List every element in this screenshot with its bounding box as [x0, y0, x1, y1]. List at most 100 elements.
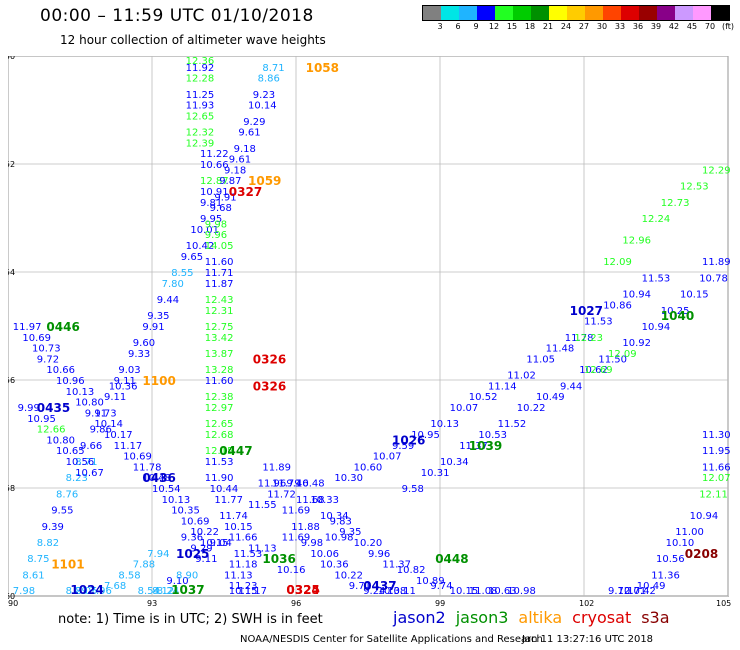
swh-value-label: 10.63 — [488, 586, 517, 597]
track-time-label: 0325 — [286, 583, 319, 597]
swh-value-label: 9.33 — [128, 349, 150, 360]
swh-value-label: 10.49 — [536, 392, 565, 403]
swh-value-label: 10.65 — [56, 446, 85, 457]
swh-value-label: 10.36 — [109, 381, 138, 392]
swh-value-label: 13.42 — [205, 333, 234, 344]
swh-value-label: 9.44 — [560, 381, 582, 392]
track-time-label: 0208 — [685, 547, 718, 561]
swh-value-label: 10.56 — [66, 457, 95, 468]
track-time-label: 0326 — [253, 352, 286, 366]
plot-grid — [8, 56, 729, 597]
swh-value-label: 9.86 — [90, 425, 112, 436]
colorbar-swatch — [441, 6, 459, 20]
swh-value-label: 11.53 — [642, 273, 671, 284]
track-time-label: 0324 — [286, 583, 319, 597]
swh-value-label: 11.89 — [702, 257, 731, 268]
swh-value-label: 9.11 — [104, 392, 126, 403]
credit-line: NOAA/NESDIS Center for Satellite Applica… — [240, 634, 543, 645]
swh-value-label: 8.90 — [176, 570, 198, 581]
swh-value-label: 12.68 — [205, 430, 234, 441]
swh-value-label: 8.71 — [262, 63, 284, 74]
swh-value-label: 10.15 — [229, 586, 258, 597]
swh-value-label: 10.10 — [666, 538, 695, 549]
swh-value-label: 8.24 — [157, 586, 179, 597]
swh-value-label: 10.22 — [190, 527, 219, 538]
swh-value-label: 10.42 — [627, 586, 656, 597]
swh-value-label: 11.53 — [584, 317, 613, 328]
swh-value-label: 12.69 — [584, 365, 613, 376]
x-tick-label: 102 — [579, 599, 594, 608]
swh-value-label: 10.22 — [517, 403, 546, 414]
swh-value-label: 11.13 — [248, 543, 277, 554]
swh-value-label: 13.87 — [205, 349, 234, 360]
track-time-label: 1037 — [171, 583, 204, 597]
colorbar-tick-label: 6 — [455, 22, 461, 31]
swh-value-label: 12.65 — [186, 111, 215, 122]
swh-value-label: 11.22 — [200, 149, 229, 160]
swh-value-label: 11.48 — [546, 344, 575, 355]
swh-value-label: 11.72 — [267, 489, 296, 500]
track-time-label: 1027 — [570, 304, 603, 318]
swh-value-label: 11.78 — [565, 333, 594, 344]
track-time-label: 1058 — [306, 61, 339, 75]
swh-value-label: 10.36 — [320, 560, 349, 571]
swh-value-label: 9.18 — [234, 144, 256, 155]
x-tick-label: 90 — [8, 599, 18, 608]
swh-value-label: 8.55 — [171, 268, 193, 279]
swh-value-label: 11.95 — [702, 446, 731, 457]
swh-value-label: 10.54 — [152, 484, 181, 495]
satellite-legend: jason2 jason3 altika cryosat s3a — [393, 608, 670, 627]
swh-value-label: 12.09 — [603, 257, 632, 268]
swh-value-label: 9.23 — [253, 90, 275, 101]
swh-value-label: 11.17 — [114, 441, 143, 452]
swh-value-label: 8.05 — [75, 586, 97, 597]
swh-value-label: 11.53 — [205, 457, 234, 468]
swh-value-label: 8.12 — [152, 586, 174, 597]
colorbar-tick-label: 45 — [686, 22, 698, 31]
swh-value-label: 9.99 — [18, 403, 40, 414]
swh-value-label: 9.87 — [219, 176, 241, 187]
swh-value-label: 11.66 — [702, 462, 731, 473]
swh-value-label: 10.25 — [661, 306, 690, 317]
track-time-label: 0327 — [229, 185, 262, 199]
swh-value-label: 12.31 — [205, 306, 234, 317]
swh-value-label: 7.80 — [162, 279, 184, 290]
colorbar-swatch — [639, 6, 657, 20]
satellite-legend-jason2: jason2 — [393, 608, 446, 627]
swh-value-label: 14.05 — [205, 241, 234, 252]
swh-value-label: 11.71 — [205, 268, 234, 279]
x-tick-label: 96 — [291, 599, 301, 608]
swh-value-label: 9.91 — [214, 192, 236, 203]
colorbar-swatch — [711, 6, 729, 20]
swh-value-label: 10.14 — [94, 419, 123, 430]
swh-value-label: 10.15 — [680, 290, 709, 301]
colorbar-tick-label: 9 — [473, 22, 479, 31]
swh-value-label: 11.05 — [526, 354, 555, 365]
x-tick-label: 105 — [716, 599, 731, 608]
y-tick-label: -54 — [8, 268, 15, 277]
colorbar-ticks: 3 6 9 12 15 18 21 24 27 30 33 36 39 42 45 70 (ft) — [422, 22, 734, 34]
colorbar-swatch — [423, 6, 441, 20]
swh-value-label: 10.73 — [32, 344, 61, 355]
swh-value-label: 10.82 — [397, 565, 426, 576]
colorbar-tick-label: 33 — [614, 22, 626, 31]
y-tick-label: -50 — [8, 56, 15, 61]
swh-value-label: 11.77 — [214, 495, 243, 506]
swh-value-label: 8.82 — [37, 538, 59, 549]
colorbar-tick-label: 30 — [596, 22, 608, 31]
colorbar-tick-label: 21 — [542, 22, 554, 31]
swh-value-label: 9.11 — [85, 408, 107, 419]
track-time-label: 1100 — [142, 374, 175, 388]
swh-value-label: 11.30 — [702, 430, 731, 441]
swh-value-label: 10.34 — [320, 511, 349, 522]
swh-value-label: 12.28 — [186, 74, 215, 85]
plot-frame — [8, 56, 729, 597]
swh-value-label: 9.46 — [286, 479, 308, 490]
swh-value-label: 12.32 — [186, 128, 215, 139]
y-tick-label: -58 — [8, 484, 15, 493]
colorbar-swatch — [675, 6, 693, 20]
colorbar-swatch — [621, 6, 639, 20]
swh-value-label: 11.74 — [219, 511, 248, 522]
swh-value-label: 12.75 — [205, 322, 234, 333]
